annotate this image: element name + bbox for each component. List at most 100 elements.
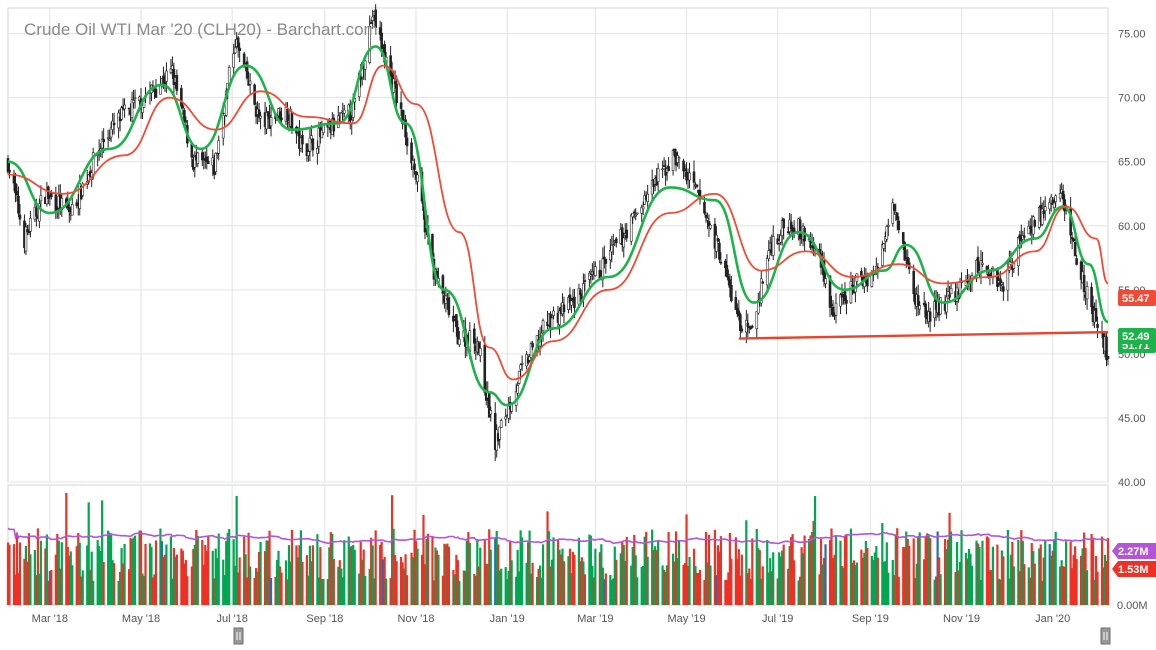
volume-bar [1100,536,1104,605]
volume-bar [217,533,220,605]
volume-bar [328,547,331,605]
candle-body [405,137,409,147]
volume-bar [1039,544,1042,605]
volume-bar [573,554,576,605]
volume-bar [1072,554,1075,605]
candle-body [1075,258,1078,265]
volume-bar [682,564,685,605]
candle-body [1043,206,1047,212]
date-tick-label: Nov '18 [398,613,435,625]
candle-body [342,109,346,114]
volume-bar [515,576,518,605]
candle-body [416,174,419,183]
slow-ma-value: 55.47 [1122,293,1150,305]
candle-body [280,117,283,121]
volume-bar [810,531,814,605]
volume-bar [981,540,984,605]
volume-bar [860,549,863,605]
volume-bar [121,563,125,605]
candle-body [81,183,85,196]
volume-bar [1033,563,1036,605]
candle-body [217,140,221,154]
candle-body [120,107,123,120]
candle-body [141,104,144,113]
volume-ma-value: 2.27M [1118,546,1149,558]
date-tick-label: Nov '19 [943,613,980,625]
volume-bar [495,530,498,605]
volume-bar [1000,550,1003,605]
volume-bar [863,552,866,605]
volume-bar [320,578,323,605]
candle-body [413,163,416,170]
candle-body [253,84,256,105]
volume-bar [399,556,403,605]
range-start-handle[interactable] [233,627,244,645]
volume-bar [949,531,953,605]
volume-bar [474,575,477,605]
volume-bar [667,532,670,605]
volume-bar [903,547,906,605]
volume-bar [107,530,110,605]
volume-bar [813,496,817,605]
candle-body [948,294,951,298]
volume-bar [24,545,28,605]
volume-bar [528,530,531,605]
volume-bar [830,528,833,605]
volume-bar [579,561,582,605]
volume-bar [465,540,468,605]
volume-bar [875,546,878,605]
volume-bar [697,572,700,605]
volume-bar [80,576,83,605]
volume-bar [1006,529,1009,605]
candle-body [206,160,210,164]
volume-bar [929,538,932,605]
candle-body [483,344,487,393]
volume-bar [604,573,607,605]
volume-bar [190,566,193,605]
volume-bar [725,579,728,605]
volume-bar [938,557,941,605]
volume-bar [640,566,643,605]
candle-body [29,218,32,232]
candle-body [828,275,832,308]
candle-body [631,212,635,218]
volume-bar [383,556,386,605]
volume-bar [709,565,712,605]
candle-body [316,148,319,154]
volume-bar [978,546,981,605]
candle-body [112,122,116,126]
price-tick-label: 75.00 [1118,29,1146,41]
volume-bar [509,541,512,605]
candle-body [17,195,20,214]
slow-moving-average-line [7,64,1109,381]
volume-bar [519,530,522,605]
volume-bar [1102,567,1105,605]
volume-bar [661,565,664,605]
volume-bar [278,566,282,605]
candle-body [981,262,984,265]
range-end-handle[interactable] [1100,627,1111,645]
volume-bar [1093,579,1096,605]
volume-bar [299,530,303,605]
candle-body [47,186,50,199]
volume-bar [716,545,720,605]
volume-bar [1062,566,1065,605]
candle-body [163,82,167,85]
price-tick-label: 60.00 [1118,221,1146,233]
candle-body [175,75,179,91]
volume-bar [818,574,821,605]
volume-bar [213,578,216,605]
candle-body [646,193,649,203]
volume-bar [630,565,633,605]
volume-bar [413,529,416,605]
volume-bar [902,547,905,605]
range-start-handle-grip[interactable] [233,627,244,645]
volume-bar [1075,559,1078,605]
candle-body [499,420,503,428]
candle-body [603,256,606,260]
volume-bar [516,549,519,605]
range-end-handle-grip[interactable] [1100,627,1111,645]
volume-bar [755,528,758,605]
fast-ma-badge: 52.49 [1118,328,1156,344]
